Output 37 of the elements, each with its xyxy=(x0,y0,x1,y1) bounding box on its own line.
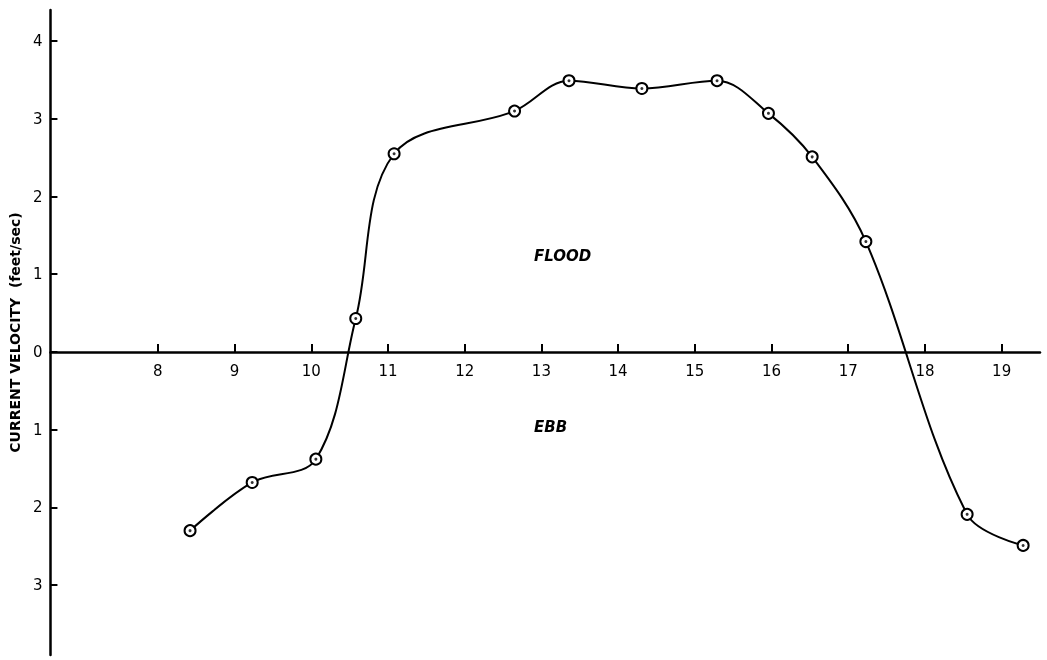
point xyxy=(859,235,873,249)
y-axis-title: CURRENT VELOCITY (feet/sec) xyxy=(7,212,23,453)
point xyxy=(183,524,197,538)
point xyxy=(761,106,775,120)
x-tick-label: 17 xyxy=(838,362,858,381)
point xyxy=(245,475,259,489)
x-tick-label: 10 xyxy=(301,362,321,381)
annotation: FLOOD xyxy=(534,246,592,265)
point xyxy=(562,74,576,88)
x-tick-label: 18 xyxy=(915,362,935,381)
x-tick-label: 13 xyxy=(531,362,551,381)
y-tick-label: 3 xyxy=(32,109,43,128)
point xyxy=(349,312,363,326)
point xyxy=(508,104,522,118)
point xyxy=(635,81,649,95)
x-tick-label: 11 xyxy=(378,362,398,381)
x-tick-label: 15 xyxy=(685,362,705,381)
y-tick-label: 0 xyxy=(32,342,43,361)
x-tick-label: 8 xyxy=(153,362,163,381)
y-tick-label: 3 xyxy=(32,576,43,595)
x-tick-label: 9 xyxy=(229,362,240,381)
point xyxy=(960,507,974,521)
y-tick-label: 4 xyxy=(32,32,43,51)
y-tick-label: 2 xyxy=(32,187,43,206)
x-tick-label: 19 xyxy=(992,362,1012,381)
annotation: EBB xyxy=(534,417,568,436)
point xyxy=(309,452,323,466)
point xyxy=(1016,538,1030,552)
point xyxy=(387,147,401,161)
point xyxy=(805,150,819,164)
y-tick-label: 1 xyxy=(32,265,43,284)
y-tick-label: 2 xyxy=(32,498,43,517)
x-tick-label: 16 xyxy=(761,362,782,381)
y-tick-label: 1 xyxy=(32,420,43,439)
x-tick-label: 14 xyxy=(608,362,628,381)
x-tick-label: 12 xyxy=(455,362,475,381)
point xyxy=(710,74,724,88)
